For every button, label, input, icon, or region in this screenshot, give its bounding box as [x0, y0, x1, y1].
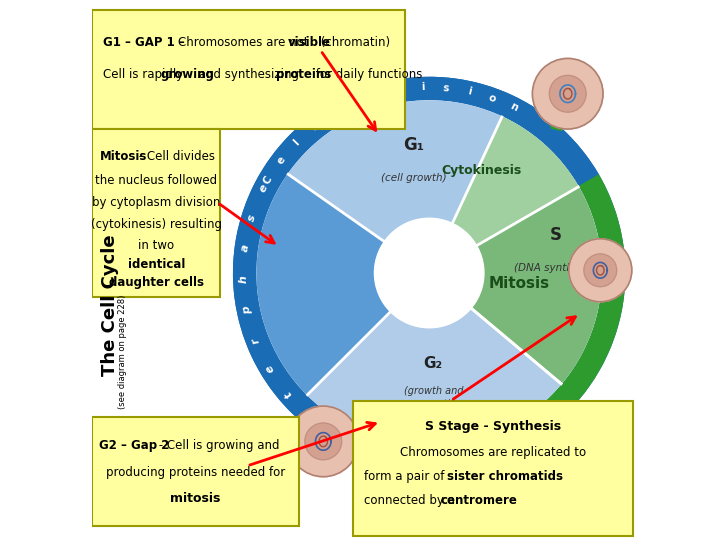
- Text: l: l: [309, 122, 319, 132]
- Circle shape: [584, 254, 617, 287]
- Wedge shape: [430, 175, 625, 423]
- Text: (chromatin): (chromatin): [317, 35, 390, 49]
- Text: - Cell is growing and: - Cell is growing and: [155, 439, 280, 452]
- Wedge shape: [234, 78, 598, 468]
- Circle shape: [149, 220, 183, 255]
- Text: growing: growing: [160, 68, 214, 81]
- Text: for daily functions: for daily functions: [312, 68, 423, 81]
- Text: n: n: [304, 410, 317, 423]
- Text: n: n: [508, 102, 519, 114]
- Circle shape: [374, 218, 484, 328]
- Text: Cytokinesis: Cytokinesis: [442, 164, 522, 177]
- Text: the nucleus followed: the nucleus followed: [95, 174, 217, 187]
- Text: e: e: [264, 363, 276, 375]
- Text: - Cell divides: - Cell divides: [135, 150, 215, 163]
- Text: visible: visible: [288, 35, 331, 49]
- Circle shape: [141, 56, 212, 126]
- Text: by cytoplasm division: by cytoplasm division: [92, 196, 221, 209]
- Circle shape: [132, 204, 199, 271]
- Text: i: i: [467, 86, 472, 97]
- Text: v: v: [395, 84, 403, 95]
- Text: The Cell Cycle: The Cell Cycle: [100, 235, 119, 376]
- Text: daughter cells: daughter cells: [108, 276, 204, 289]
- Circle shape: [550, 75, 586, 112]
- Text: proteins: proteins: [276, 68, 331, 81]
- Text: i: i: [332, 429, 341, 439]
- FancyBboxPatch shape: [353, 401, 633, 537]
- Circle shape: [288, 406, 359, 477]
- Text: (growth and
preparation
for mitosis): (growth and preparation for mitosis): [403, 387, 463, 422]
- Circle shape: [257, 101, 601, 445]
- Text: G₁: G₁: [403, 136, 424, 154]
- Text: s: s: [246, 213, 258, 222]
- Text: form a pair of: form a pair of: [364, 470, 448, 483]
- FancyBboxPatch shape: [92, 129, 220, 298]
- Text: r: r: [250, 336, 262, 345]
- Text: S: S: [550, 226, 561, 244]
- Text: t: t: [282, 389, 294, 399]
- Text: (DNA synthesis): (DNA synthesis): [514, 263, 597, 273]
- Text: Mitosis: Mitosis: [488, 276, 550, 290]
- Text: and synthesizing: and synthesizing: [194, 68, 302, 81]
- Text: Mitosis: Mitosis: [100, 150, 147, 163]
- Wedge shape: [430, 117, 601, 384]
- Text: p: p: [242, 306, 253, 316]
- Text: (cell growth): (cell growth): [381, 173, 447, 182]
- FancyBboxPatch shape: [92, 9, 405, 129]
- Wedge shape: [288, 101, 502, 273]
- Wedge shape: [257, 174, 430, 395]
- Text: (see diagram on page 228): (see diagram on page 228): [118, 295, 127, 409]
- Circle shape: [158, 73, 195, 109]
- Circle shape: [305, 423, 341, 460]
- Text: h: h: [238, 275, 249, 283]
- Text: e: e: [258, 183, 270, 194]
- Text: mitosis: mitosis: [170, 492, 221, 505]
- Text: identical: identical: [127, 258, 185, 271]
- Text: a: a: [240, 244, 250, 253]
- Wedge shape: [430, 187, 601, 384]
- Text: l: l: [292, 138, 301, 147]
- Text: Chromosomes are not: Chromosomes are not: [178, 35, 312, 49]
- Text: centromere: centromere: [440, 494, 517, 507]
- Text: d: d: [349, 97, 360, 109]
- Circle shape: [569, 239, 632, 302]
- Text: S Stage - Synthesis: S Stage - Synthesis: [425, 420, 561, 432]
- Text: i: i: [373, 90, 379, 100]
- Text: o: o: [487, 92, 497, 104]
- Text: connected by a: connected by a: [364, 494, 459, 507]
- Wedge shape: [430, 117, 578, 273]
- Text: (cytokinesis) resulting: (cytokinesis) resulting: [91, 218, 222, 230]
- Text: i: i: [421, 82, 424, 92]
- Text: e: e: [275, 155, 288, 167]
- Text: G2 – Gap 2: G2 – Gap 2: [100, 439, 170, 452]
- Text: in two: in two: [138, 239, 174, 252]
- Wedge shape: [307, 273, 561, 445]
- Text: sister chromatids: sister chromatids: [446, 470, 563, 483]
- Text: producing proteins needed for: producing proteins needed for: [106, 466, 285, 479]
- Text: Chromosomes are replicated to: Chromosomes are replicated to: [400, 446, 586, 459]
- Text: G₂: G₂: [424, 355, 443, 371]
- Circle shape: [532, 58, 603, 129]
- Text: Cell is rapidly: Cell is rapidly: [103, 68, 187, 81]
- Text: C: C: [262, 174, 274, 186]
- Text: G1 – GAP 1 –: G1 – GAP 1 –: [103, 35, 189, 49]
- Text: s: s: [443, 83, 450, 93]
- FancyBboxPatch shape: [92, 417, 298, 526]
- Circle shape: [234, 78, 625, 468]
